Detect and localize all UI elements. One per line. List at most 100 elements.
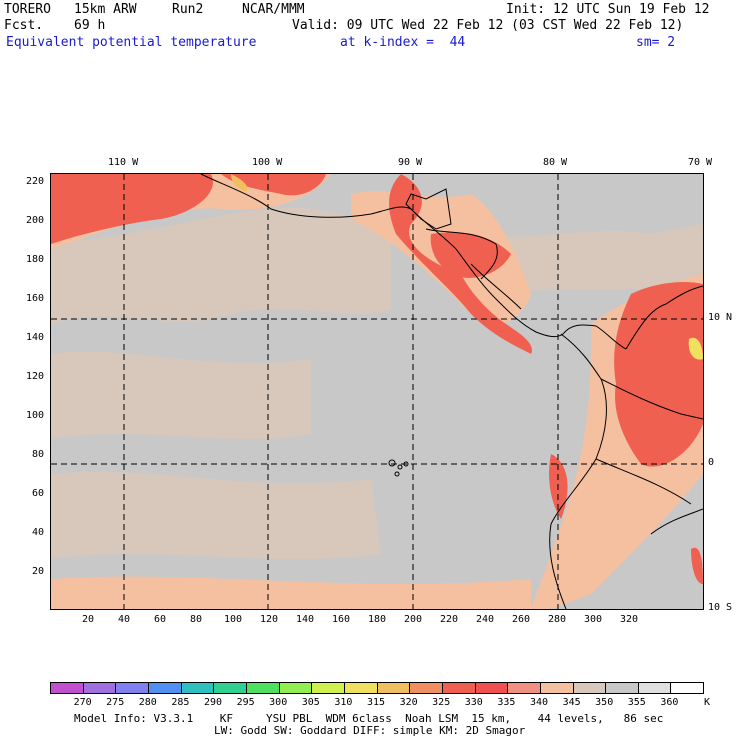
tan-region [471, 224, 703, 294]
x-index-tick: 120 [260, 614, 279, 625]
colorbar-label: 320 [399, 697, 418, 708]
colorbar-unit: K [703, 697, 711, 708]
island [388, 459, 396, 467]
smoothing-label: sm= 2 [636, 35, 676, 50]
red-region [691, 547, 703, 584]
lon-tick: 80 W [543, 157, 568, 168]
colorbar-label: 295 [236, 697, 255, 708]
forecast-label: Fcst. [4, 18, 44, 33]
colorbar-swatch [246, 683, 280, 693]
model-info: Model Info: V3.3.1 KF YSU PBL WDM 6class… [74, 712, 664, 725]
salmon-region [51, 576, 531, 609]
x-index-tick: 80 [190, 614, 203, 625]
colorbar-swatch [508, 683, 541, 693]
colorbar-swatch [671, 683, 704, 693]
y-index-tick: 120 [26, 371, 45, 382]
colorbar-label: 280 [138, 697, 157, 708]
colorbar-swatch [410, 683, 443, 693]
x-index-tick: 200 [404, 614, 423, 625]
y-index-tick: 180 [26, 254, 45, 265]
colorbar-swatch [148, 683, 182, 693]
valid-time: Valid: 09 UTC Wed 22 Feb 12 (03 CST Wed … [292, 18, 684, 33]
y-index-tick: 80 [32, 449, 45, 460]
tan-region [51, 471, 381, 559]
colorbar-swatch [116, 683, 149, 693]
red-region [51, 174, 213, 244]
x-index-tick: 180 [368, 614, 387, 625]
forecast-hours: 69 h [74, 18, 106, 33]
border-line [425, 228, 498, 280]
colorbar-swatch [83, 683, 117, 693]
colorbar [50, 682, 704, 694]
colorbar-label: 290 [203, 697, 223, 708]
yellow-spot [688, 337, 703, 360]
colorbar-label: 310 [334, 697, 353, 708]
lon-tick: 70 W [688, 157, 713, 168]
colorbar-swatch [475, 683, 509, 693]
colorbar-label: 350 [595, 697, 614, 708]
x-index-tick: 240 [476, 614, 495, 625]
colorbar-label: 305 [301, 697, 320, 708]
physics-info: LW: Godd SW: Goddard DIFF: simple KM: 2D… [214, 724, 526, 737]
colorbar-swatch [344, 683, 378, 693]
colorbar-label: 335 [497, 697, 516, 708]
red-region [221, 174, 326, 196]
init-time: Init: 12 UTC Sun 19 Feb 12 [506, 2, 710, 17]
y-index-tick: 220 [26, 176, 45, 187]
level-index: at k-index = 44 [340, 35, 466, 50]
colorbar-swatch [214, 683, 247, 693]
colorbar-swatch [312, 683, 345, 693]
colorbar-label: 330 [464, 697, 483, 708]
colorbar-label: 355 [627, 697, 646, 708]
y-index-tick: 40 [32, 527, 45, 538]
latlon-grid [51, 174, 703, 609]
x-index-tick: 160 [332, 614, 351, 625]
colorbar-swatch [181, 683, 215, 693]
colorbar-swatch [279, 683, 313, 693]
yellow-spot [231, 174, 248, 192]
colorbar-swatch [51, 683, 84, 693]
y-index-tick: 160 [26, 293, 45, 304]
coastline [200, 174, 627, 350]
island [394, 471, 400, 477]
red-region [614, 282, 703, 467]
y-index-tick: 20 [32, 566, 45, 577]
y-index-tick: 60 [32, 488, 45, 499]
x-index-tick: 320 [620, 614, 639, 625]
y-index-tick: 140 [26, 332, 45, 343]
x-index-tick: 220 [440, 614, 459, 625]
coastline [549, 333, 607, 609]
tan-region [51, 351, 311, 439]
colorbar-swatch [606, 683, 639, 693]
border-line [600, 378, 703, 420]
red-region [389, 174, 532, 354]
model-resolution: 15km ARW [74, 2, 137, 17]
y-index-tick: 100 [26, 410, 45, 421]
run-label: Run2 [172, 2, 204, 17]
x-index-tick: 140 [296, 614, 315, 625]
colorbar-label: 345 [562, 697, 581, 708]
colorbar-label: 315 [366, 697, 386, 708]
field-name: Equivalent potential temperature [6, 35, 257, 50]
border-line [470, 263, 522, 310]
map-canvas [51, 174, 703, 609]
colorbar-label: 300 [269, 697, 288, 708]
colorbar-label: 325 [432, 697, 451, 708]
org-label: NCAR/MMM [242, 2, 305, 17]
island [397, 464, 403, 470]
lon-tick: 90 W [398, 157, 423, 168]
colorbar-label: 270 [73, 697, 92, 708]
colorbar-swatch [540, 683, 574, 693]
x-index-tick: 280 [548, 614, 567, 625]
colorbar-swatch [573, 683, 607, 693]
colorbar-label: 275 [106, 697, 125, 708]
colorbar-swatch [638, 683, 672, 693]
colorbar-label: 360 [660, 697, 679, 708]
x-index-tick: 300 [584, 614, 603, 625]
colorbar-swatch [377, 683, 411, 693]
x-index-tick: 100 [224, 614, 243, 625]
colorbar-swatch [442, 683, 476, 693]
lat-tick: 10 S [708, 602, 733, 613]
lon-tick: 110 W [108, 157, 139, 168]
lon-tick: 100 W [252, 157, 283, 168]
